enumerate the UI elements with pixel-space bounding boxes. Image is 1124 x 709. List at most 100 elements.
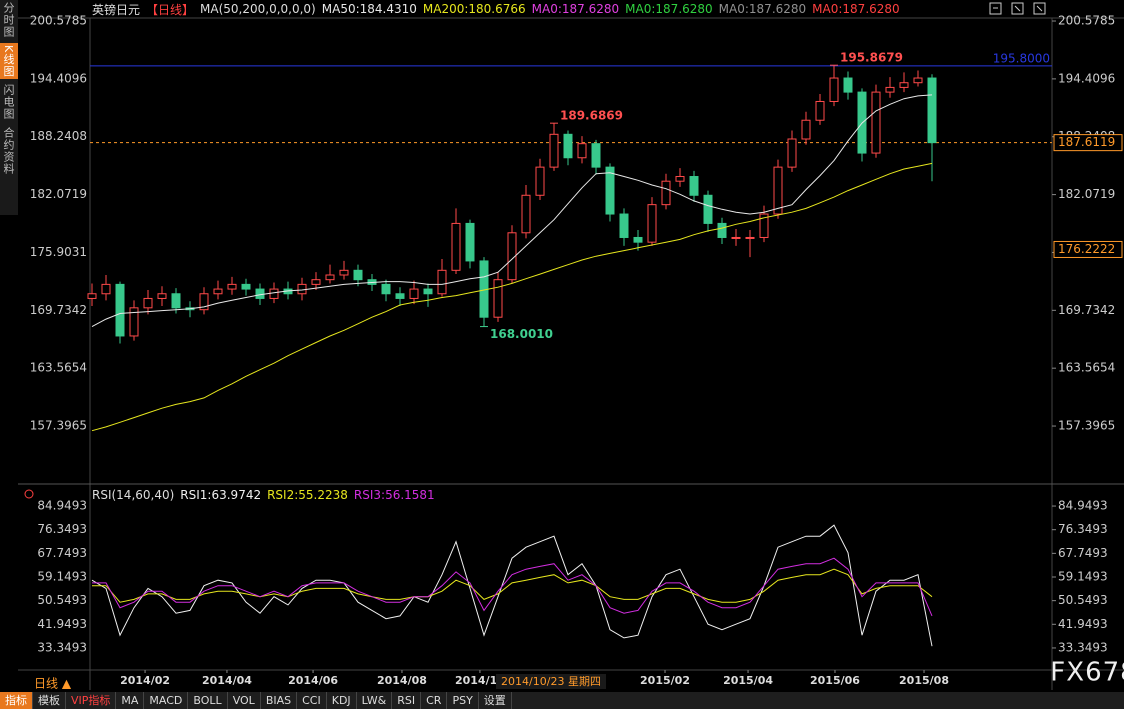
x-tick-label: 2014/10 (455, 674, 505, 687)
candle-body (633, 236, 643, 243)
toolbar-button[interactable]: CCI (297, 692, 327, 709)
candle-body (171, 293, 181, 309)
y-tick-label: 50.5493 (37, 593, 87, 607)
cursor-label-bg (496, 674, 606, 689)
y-tick-label: 157.3965 (1058, 419, 1115, 433)
candle-body (899, 82, 909, 88)
toolbar-button[interactable]: BOLL (188, 692, 228, 709)
y-tick-label: 200.5785 (1058, 14, 1115, 28)
side-tab[interactable]: 合约资料 (2, 127, 15, 176)
annotation: 168.0010 (490, 327, 553, 341)
toolbar-button[interactable]: LW& (357, 692, 393, 709)
candle-body (787, 138, 797, 168)
hline-label: 195.8000 (993, 51, 1050, 65)
candle-body (395, 293, 405, 299)
toolbar-button[interactable]: BIAS (261, 692, 298, 709)
candle-body (927, 77, 937, 144)
candle-body (913, 77, 923, 84)
y-tick-label: 163.5654 (1058, 361, 1115, 375)
toolbar-button[interactable]: MACD (144, 692, 189, 709)
candle-body (535, 166, 545, 196)
toolbar-button[interactable]: CR (421, 692, 448, 709)
candle-body (227, 283, 237, 290)
price-box-label: 187.6119 (1058, 135, 1115, 149)
candle-body (703, 194, 713, 224)
toolbar-button[interactable]: VIP指标 (66, 692, 117, 709)
toolbar-button[interactable]: MA (116, 692, 145, 709)
candle-body (689, 176, 699, 196)
sidebar: 分时图 K线图闪电图合约资料 (0, 0, 18, 215)
candle-body (605, 166, 615, 215)
main-header: 英镑日元 【日线】 MA(50,200,0,0,0,0) MA50:184.4310 M… (92, 1, 900, 17)
toolbar-button[interactable]: RSI (392, 692, 422, 709)
toolbar-button[interactable]: KDJ (327, 692, 357, 709)
legend-entry: MA0:187.6280 (718, 2, 807, 16)
y-tick-label: 163.5654 (30, 361, 87, 375)
candle-body (353, 269, 363, 281)
y-tick-label: 41.9493 (1058, 617, 1108, 631)
legend-entry: MA0:187.6280 (625, 2, 713, 16)
candle-body (759, 213, 769, 238)
candle-body (297, 283, 307, 295)
y-tick-label: 175.9031 (30, 245, 87, 259)
rsi-title: RSI(14,60,40) (92, 488, 175, 502)
toolbar-button[interactable]: VOL (228, 692, 261, 709)
candle-body (157, 293, 167, 299)
x-tick-label: 2015/02 (640, 674, 690, 687)
side-tab[interactable]: K线图 (0, 43, 18, 80)
candle-body (871, 91, 881, 154)
candle-body (199, 293, 209, 311)
x-tick-label: 2014/08 (377, 674, 427, 687)
candle-body (661, 180, 671, 206)
candle-body (101, 283, 111, 295)
side-tab[interactable]: 闪电图 (2, 84, 15, 121)
price-box (1053, 134, 1123, 152)
y-tick-label: 84.9493 (37, 499, 87, 513)
candle-body (829, 77, 839, 102)
legend-entry: MA200:180.6766 (422, 2, 526, 16)
y-tick-label: 41.9493 (37, 617, 87, 631)
candle-body (773, 166, 783, 215)
legend-entry: RSI3:56.1581 (353, 488, 435, 502)
candle-body (563, 133, 573, 159)
toolbar-button[interactable]: 设置 (479, 692, 512, 709)
candle-body (213, 288, 223, 295)
y-tick-label: 59.1493 (37, 569, 87, 583)
symbol: 英镑日元 (92, 2, 141, 17)
series-line (92, 557, 933, 617)
annotation: 195.8679 (840, 51, 903, 65)
y-tick-label: 182.0719 (1058, 187, 1115, 201)
candle-body (885, 86, 895, 93)
candle-body (311, 279, 321, 285)
candle-body (465, 222, 475, 262)
x-tick-label: 2015/06 (810, 674, 860, 687)
side-tab[interactable]: 分时图 (2, 2, 15, 38)
candle-body (591, 143, 601, 168)
toolbar-button[interactable]: 模板 (33, 692, 66, 709)
series-line (91, 94, 933, 328)
indicator: MA(50,200,0,0,0,0) (200, 2, 316, 16)
period-tab[interactable]: 日线 ▲ (34, 677, 72, 691)
candle-body (815, 100, 825, 121)
y-tick-label: 33.3493 (1058, 640, 1108, 654)
x-tick-label: 2015/08 (899, 674, 949, 687)
candle-body (129, 307, 139, 337)
x-tick-label: 2014/06 (288, 674, 338, 687)
legend-entry: MA0:187.6280 (531, 2, 620, 16)
y-tick-label: 188.2408 (30, 129, 87, 143)
x-tick-label: 2014/04 (202, 674, 252, 687)
candle-body (269, 288, 279, 299)
candle-body (521, 194, 531, 234)
y-tick-label: 67.7493 (1058, 546, 1108, 560)
y-tick-label: 67.7493 (37, 546, 87, 560)
candle-body (143, 297, 153, 309)
x-tick-label: 2014/02 (120, 674, 170, 687)
toolbar-button[interactable]: PSY (447, 692, 479, 709)
toolbar-button[interactable]: 指标 (0, 692, 33, 709)
legend-entry: MA50:184.4310 (321, 2, 417, 16)
candle-body (437, 269, 447, 295)
candle-body (507, 232, 517, 281)
y-tick-label: 59.1493 (1058, 569, 1108, 583)
